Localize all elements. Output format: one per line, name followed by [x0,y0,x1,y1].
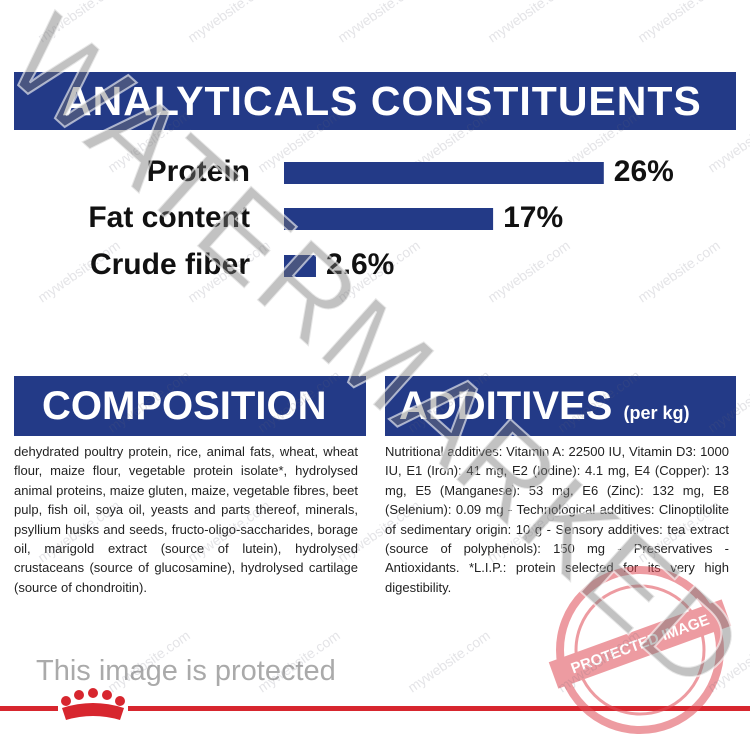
tile-watermark: mywebsite.com [405,627,493,695]
value-label: 17% [503,201,563,234]
composition-text: dehydrated poultry protein, rice, animal… [14,444,358,595]
section-title: COMPOSITION [42,384,327,428]
protected-notice: This image is protected [36,655,336,687]
row-label: Protein [147,155,250,188]
tile-watermark: mywebsite.com [555,367,643,435]
value-label: 2.6% [326,248,394,281]
tile-watermark: mywebsite.com [105,627,193,695]
tile-watermark: mywebsite.com [105,367,193,435]
tile-watermark: mywebsite.com [705,107,750,175]
section-title: ADDITIVES [399,384,613,428]
footer-line [0,706,750,711]
bar [284,162,604,184]
tile-watermark: mywebsite.com [635,237,723,305]
row-label: Fat content [88,201,250,234]
crown-logo [58,688,128,726]
bar [284,208,494,230]
tile-watermark: mywebsite.com [185,497,273,565]
row-label: Crude fiber [90,248,250,281]
section-note: (per kg) [623,403,690,423]
diagonal-watermark: WATERMARKED [0,0,750,718]
tile-watermark: mywebsite.com [35,497,123,565]
section-header: ADDITIVES (per kg) [385,376,736,436]
tile-watermark: mywebsite.com [705,367,750,435]
section-title: ANALYTICALS CONSTITUENTS [62,78,702,124]
section-header: COMPOSITION [14,376,366,436]
value-label: 26% [614,155,674,188]
tile-watermark: mywebsite.com [485,0,573,45]
tile-watermark: mywebsite.com [335,0,423,45]
tile-watermark: mywebsite.com [335,497,423,565]
tile-watermark: mywebsite.com [255,627,343,695]
tile-watermark: mywebsite.com [635,0,723,45]
bar [284,255,316,277]
tile-watermark: mywebsite.com [485,237,573,305]
section-header: ANALYTICALS CONSTITUENTS [14,72,736,130]
tile-watermark: mywebsite.com [185,0,273,45]
